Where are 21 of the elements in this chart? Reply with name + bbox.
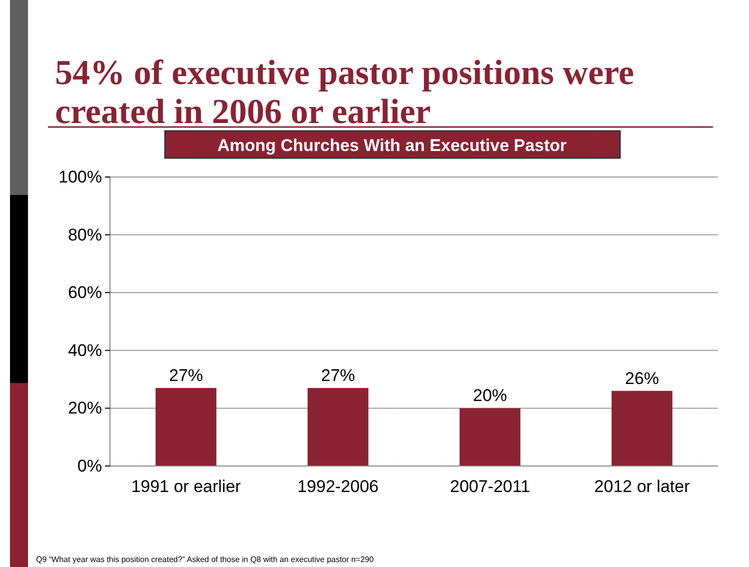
x-tick-label: 1991 or earlier	[131, 477, 242, 496]
y-tick-label: 60%	[68, 283, 102, 302]
x-tick-label: 2007-2011	[450, 477, 530, 496]
data-label: 27%	[168, 366, 204, 385]
x-tick-label: 2012 or later	[594, 477, 690, 496]
data-label: 26%	[624, 368, 660, 388]
x-tick-label: 1992-2006	[297, 477, 379, 496]
chart-subtitle: Among Churches With an Executive Pastor	[217, 136, 568, 155]
bar	[156, 388, 216, 466]
bar	[612, 390, 672, 466]
bar	[460, 408, 520, 466]
data-label: 20%	[472, 386, 508, 406]
y-tick-label: 80%	[68, 225, 102, 244]
chart-title: 54% of executive pastor positions were created in 2006 or earlier	[55, 53, 634, 131]
y-tick-label: 0%	[77, 456, 102, 476]
y-tick-label: 100%	[58, 167, 102, 186]
bar	[308, 388, 368, 466]
data-label: 27%	[320, 366, 356, 385]
y-tick-label: 40%	[68, 340, 102, 360]
y-tick-label: 20%	[68, 398, 102, 418]
text: Q9 “What year was this position created?” Asked of those in Q8 with an executive pastor n=290	[36, 555, 374, 564]
